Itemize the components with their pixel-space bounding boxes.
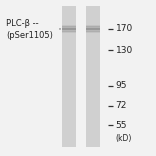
Text: PLC-β --: PLC-β -- bbox=[6, 19, 39, 28]
Bar bbox=[86, 25, 100, 27]
Text: 170: 170 bbox=[116, 24, 133, 34]
Text: 72: 72 bbox=[116, 101, 127, 110]
Bar bbox=[86, 31, 100, 33]
Bar bbox=[62, 26, 76, 29]
Text: (pSer1105): (pSer1105) bbox=[6, 31, 53, 40]
Text: 55: 55 bbox=[116, 121, 127, 130]
Text: 95: 95 bbox=[116, 81, 127, 90]
Bar bbox=[86, 29, 100, 32]
Bar bbox=[62, 25, 76, 27]
Bar bbox=[62, 28, 76, 30]
Text: (kD): (kD) bbox=[116, 134, 132, 143]
Bar bbox=[62, 6, 76, 147]
Bar bbox=[86, 6, 100, 147]
Bar bbox=[86, 28, 100, 30]
Bar bbox=[86, 26, 100, 29]
Text: 130: 130 bbox=[116, 46, 133, 55]
Bar bbox=[62, 31, 76, 33]
Bar bbox=[62, 29, 76, 32]
